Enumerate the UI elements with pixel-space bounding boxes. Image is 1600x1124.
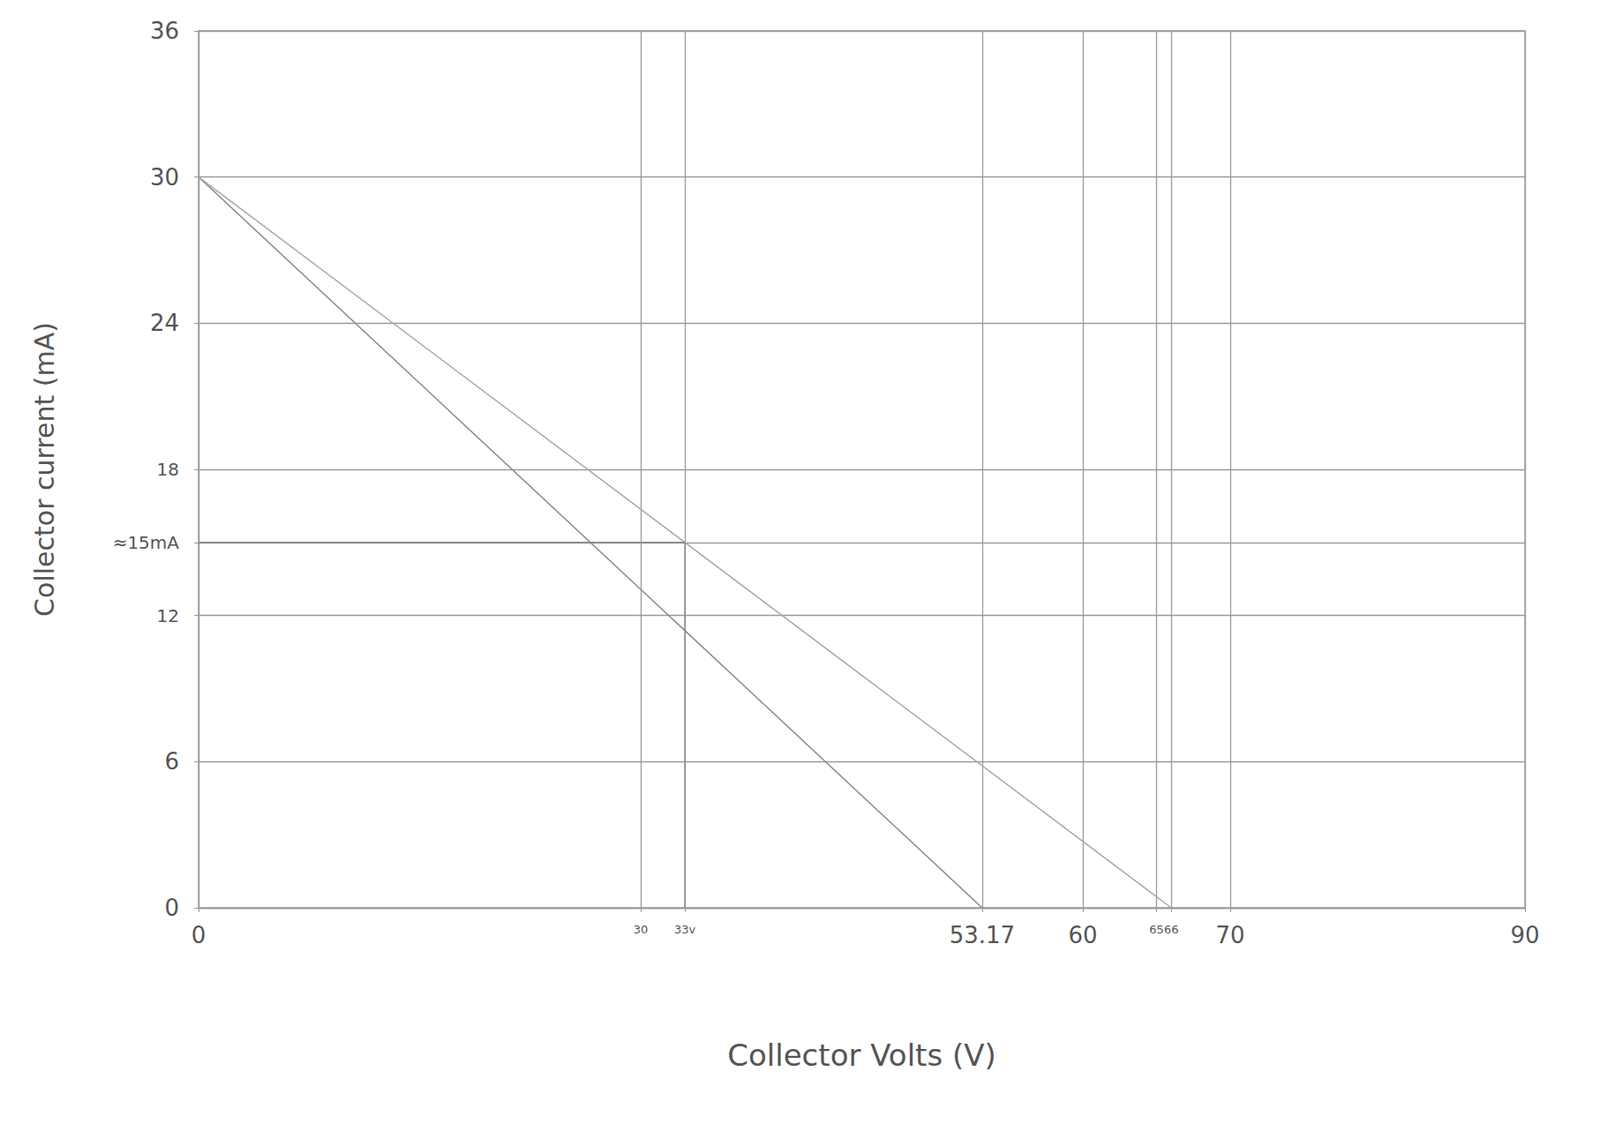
svg-text:66: 66 [1164, 923, 1180, 937]
svg-text:0: 0 [164, 894, 180, 922]
svg-text:Collector Volts (V): Collector Volts (V) [727, 1037, 996, 1074]
svg-text:30: 30 [150, 164, 180, 191]
svg-text:60: 60 [1067, 922, 1097, 949]
svg-text:24: 24 [150, 309, 180, 337]
svg-text:Collector current (mA): Collector current (mA) [29, 322, 61, 617]
svg-text:≈15mA: ≈15mA [112, 532, 181, 554]
svg-text:33v: 33v [674, 923, 697, 937]
svg-text:90: 90 [1509, 922, 1540, 949]
svg-text:0: 0 [191, 922, 207, 949]
svg-text:53.17: 53.17 [949, 922, 1015, 949]
svg-text:65: 65 [1149, 923, 1165, 937]
svg-text:18: 18 [157, 458, 180, 481]
svg-text:6: 6 [164, 748, 180, 775]
svg-text:70: 70 [1215, 922, 1245, 949]
svg-text:36: 36 [150, 17, 180, 45]
svg-text:12: 12 [157, 605, 180, 627]
svg-text:30: 30 [633, 923, 649, 937]
